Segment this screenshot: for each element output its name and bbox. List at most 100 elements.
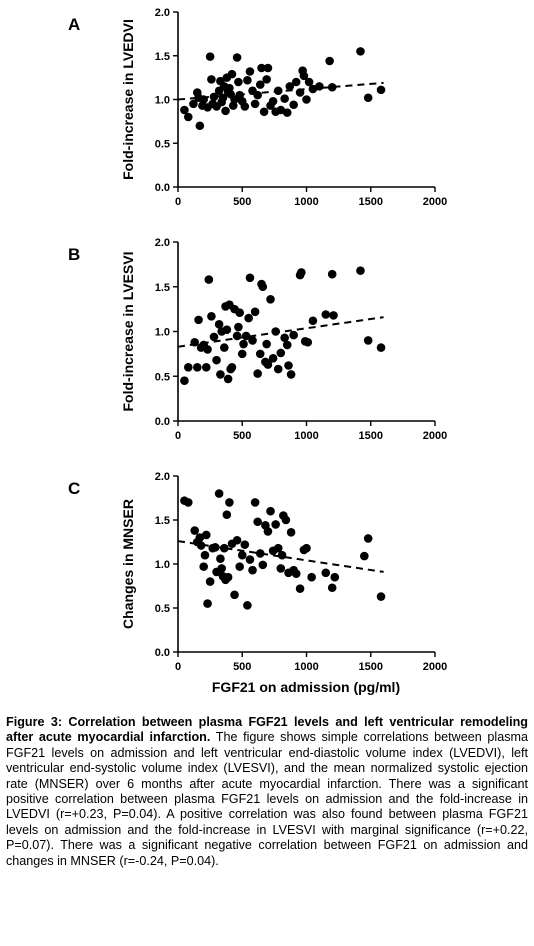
data-point bbox=[289, 330, 298, 340]
x-tick-label: 500 bbox=[233, 196, 251, 208]
data-point bbox=[321, 568, 331, 578]
data-point bbox=[276, 564, 286, 573]
data-point bbox=[258, 282, 268, 292]
data-point bbox=[180, 105, 189, 115]
caption-title: Figure 3: Correlation between plasma FGF… bbox=[6, 715, 528, 745]
data-point bbox=[192, 363, 202, 372]
data-point bbox=[360, 551, 369, 561]
data-point bbox=[363, 534, 373, 543]
data-point bbox=[207, 75, 216, 84]
y-tick-label: 0.5 bbox=[155, 371, 170, 383]
data-point bbox=[259, 107, 269, 117]
data-point bbox=[223, 374, 233, 384]
y-tick-label: 2.0 bbox=[155, 471, 170, 483]
data-point bbox=[282, 108, 292, 117]
y-tick-label: 0.0 bbox=[155, 647, 170, 659]
data-point bbox=[248, 336, 257, 345]
data-point bbox=[297, 268, 306, 277]
data-point bbox=[199, 562, 208, 571]
data-point bbox=[214, 320, 224, 329]
data-point bbox=[302, 95, 311, 104]
data-point bbox=[266, 506, 275, 516]
data-point bbox=[255, 349, 265, 359]
data-point bbox=[204, 275, 214, 284]
data-point bbox=[195, 121, 205, 131]
x-tick-label: 2000 bbox=[423, 196, 447, 208]
data-point bbox=[221, 106, 230, 116]
data-point bbox=[180, 376, 189, 386]
data-point bbox=[253, 369, 262, 378]
data-point bbox=[327, 583, 337, 593]
data-point bbox=[255, 80, 265, 89]
data-point bbox=[232, 53, 242, 62]
data-point bbox=[329, 311, 338, 320]
data-point bbox=[273, 543, 283, 553]
data-point bbox=[291, 569, 301, 578]
data-point bbox=[250, 498, 260, 507]
y-axis-label: Changes in MNSER bbox=[120, 499, 136, 629]
x-tick-label: 1500 bbox=[359, 430, 383, 442]
data-point bbox=[321, 310, 331, 319]
y-tick-label: 1.0 bbox=[155, 327, 170, 339]
data-point bbox=[245, 67, 255, 76]
data-point bbox=[205, 52, 215, 61]
x-axis-label: FGF21 on admission (pg/ml) bbox=[212, 679, 400, 695]
data-point bbox=[356, 266, 365, 275]
data-point bbox=[214, 489, 224, 498]
x-tick-label: 0 bbox=[175, 661, 181, 673]
data-point bbox=[209, 332, 219, 342]
data-point bbox=[258, 560, 268, 570]
data-point bbox=[263, 527, 273, 536]
y-tick-label: 0.5 bbox=[155, 138, 170, 150]
data-point bbox=[240, 540, 250, 549]
data-point bbox=[376, 85, 386, 95]
data-point bbox=[376, 592, 386, 601]
y-tick-label: 2.0 bbox=[155, 7, 170, 19]
data-point bbox=[190, 526, 200, 535]
data-point bbox=[315, 82, 324, 91]
data-point bbox=[304, 77, 314, 87]
data-point bbox=[232, 535, 242, 545]
data-point bbox=[330, 572, 340, 582]
data-point bbox=[219, 343, 229, 352]
data-point bbox=[203, 599, 212, 608]
x-tick-label: 500 bbox=[233, 661, 251, 673]
panel-letter: B bbox=[68, 245, 80, 264]
data-point bbox=[299, 71, 309, 81]
x-tick-label: 1000 bbox=[294, 661, 318, 673]
data-point bbox=[245, 273, 255, 283]
data-point bbox=[280, 94, 289, 103]
panel-letter: A bbox=[68, 15, 80, 34]
y-tick-label: 1.5 bbox=[155, 282, 170, 294]
data-point bbox=[268, 96, 278, 106]
data-point bbox=[201, 530, 211, 540]
data-point bbox=[194, 315, 203, 325]
data-point bbox=[237, 349, 247, 359]
data-point bbox=[263, 360, 273, 369]
data-point bbox=[286, 528, 296, 537]
data-point bbox=[196, 541, 206, 550]
data-point bbox=[225, 498, 234, 507]
y-tick-label: 1.5 bbox=[155, 51, 170, 63]
data-point bbox=[237, 550, 247, 560]
data-point bbox=[280, 333, 289, 343]
caption-body: The figure shows simple correlations bet… bbox=[6, 730, 528, 868]
x-tick-label: 0 bbox=[175, 196, 181, 208]
data-point bbox=[212, 355, 221, 365]
data-point bbox=[239, 339, 248, 349]
data-point bbox=[207, 311, 216, 321]
data-point bbox=[227, 69, 237, 79]
x-tick-label: 1000 bbox=[294, 430, 318, 442]
x-tick-label: 2000 bbox=[423, 430, 447, 442]
data-point bbox=[203, 345, 212, 354]
data-point bbox=[327, 269, 337, 279]
data-point bbox=[250, 99, 260, 109]
data-point bbox=[286, 370, 296, 379]
panel-a: 0.0 0.5 1.0 1.5 2.0 0 500 1000 1500 2000 Fold-incr… bbox=[68, 7, 447, 208]
y-axis-label: Fold-increase in LVESVI bbox=[120, 251, 136, 411]
data-point bbox=[302, 543, 311, 553]
data-point bbox=[255, 549, 265, 558]
data-point bbox=[257, 63, 266, 73]
data-point bbox=[230, 590, 239, 600]
y-tick-label: 0.5 bbox=[155, 603, 170, 615]
